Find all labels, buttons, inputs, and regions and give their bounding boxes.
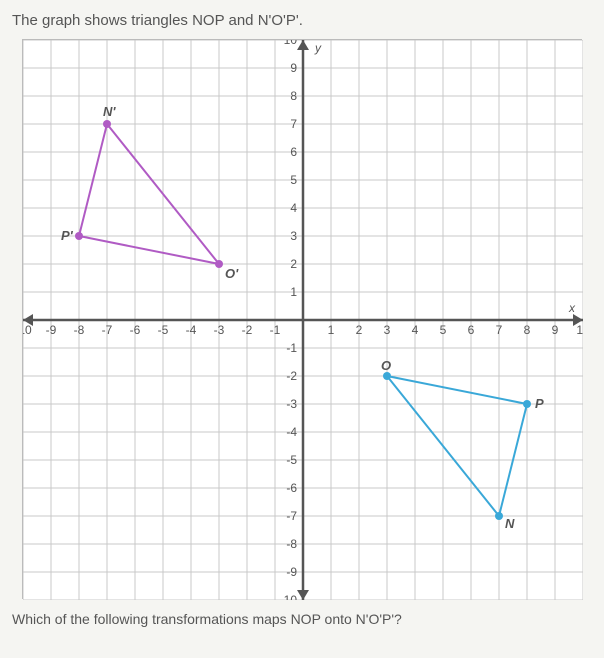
svg-text:P': P': [61, 228, 74, 243]
svg-text:5: 5: [440, 323, 447, 337]
svg-text:3: 3: [290, 229, 297, 243]
coordinate-graph: -10 -9 -8 -7 -6 -5 -4 -3 -2 -1 1 2 3 4 5 6 7 8 9 10 -10 -9 -8 -…: [22, 39, 582, 599]
svg-text:1: 1: [290, 285, 297, 299]
svg-text:4: 4: [412, 323, 419, 337]
svg-text:O: O: [381, 358, 391, 373]
svg-text:1: 1: [328, 323, 335, 337]
svg-text:6: 6: [468, 323, 475, 337]
svg-text:-7: -7: [286, 509, 297, 523]
svg-text:10: 10: [576, 323, 583, 337]
svg-text:-3: -3: [286, 397, 297, 411]
question-bottom: Which of the following transformations m…: [12, 611, 592, 627]
svg-text:9: 9: [290, 61, 297, 75]
svg-text:-5: -5: [158, 323, 169, 337]
svg-text:-10: -10: [23, 323, 32, 337]
svg-text:7: 7: [496, 323, 503, 337]
svg-text:6: 6: [290, 145, 297, 159]
svg-text:-5: -5: [286, 453, 297, 467]
svg-text:-9: -9: [46, 323, 57, 337]
svg-text:8: 8: [524, 323, 531, 337]
svg-text:-6: -6: [130, 323, 141, 337]
svg-text:-8: -8: [74, 323, 85, 337]
svg-text:-4: -4: [186, 323, 197, 337]
svg-text:y: y: [314, 41, 322, 55]
svg-text:-1: -1: [286, 341, 297, 355]
svg-text:N: N: [505, 516, 515, 531]
svg-text:9: 9: [552, 323, 559, 337]
svg-text:5: 5: [290, 173, 297, 187]
svg-text:-10: -10: [280, 593, 298, 600]
svg-text:-4: -4: [286, 425, 297, 439]
svg-text:-9: -9: [286, 565, 297, 579]
svg-text:-8: -8: [286, 537, 297, 551]
svg-text:x: x: [568, 301, 576, 315]
svg-text:-1: -1: [270, 323, 281, 337]
svg-text:-3: -3: [214, 323, 225, 337]
svg-text:7: 7: [290, 117, 297, 131]
svg-text:3: 3: [384, 323, 391, 337]
svg-text:P: P: [535, 396, 544, 411]
svg-text:10: 10: [284, 40, 298, 47]
svg-text:-2: -2: [242, 323, 253, 337]
svg-text:4: 4: [290, 201, 297, 215]
svg-text:N': N': [103, 104, 116, 119]
svg-text:O': O': [225, 266, 239, 281]
svg-text:-2: -2: [286, 369, 297, 383]
svg-text:2: 2: [356, 323, 363, 337]
svg-text:8: 8: [290, 89, 297, 103]
svg-text:-6: -6: [286, 481, 297, 495]
svg-text:2: 2: [290, 257, 297, 271]
svg-text:-7: -7: [102, 323, 113, 337]
question-top: The graph shows triangles NOP and N'O'P'…: [12, 12, 592, 29]
